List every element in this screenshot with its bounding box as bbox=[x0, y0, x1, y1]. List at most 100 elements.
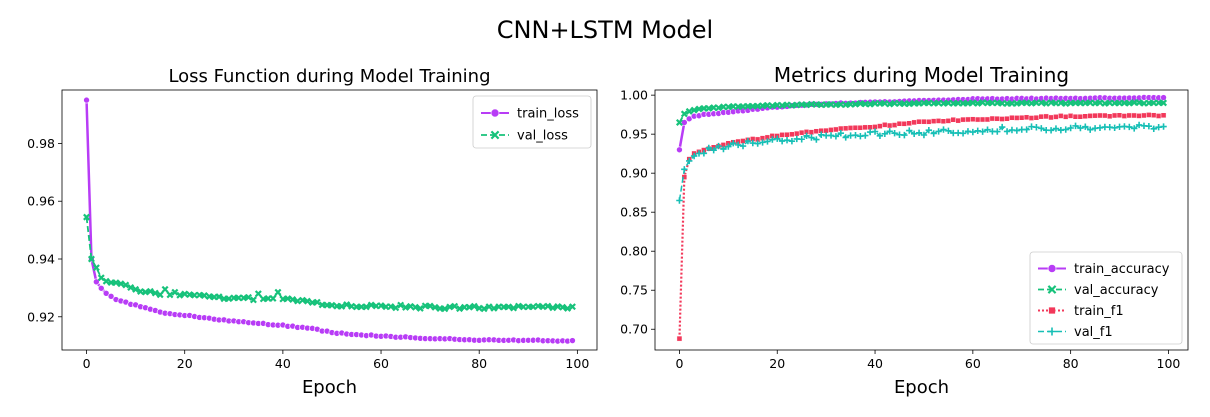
data-point bbox=[451, 302, 459, 310]
data-point bbox=[92, 264, 100, 272]
data-point bbox=[906, 127, 913, 134]
x-tick-label: 40 bbox=[275, 356, 291, 371]
data-point bbox=[1135, 121, 1143, 129]
data-point bbox=[549, 304, 557, 312]
data-point bbox=[886, 122, 893, 129]
data-point bbox=[935, 118, 942, 124]
data-point bbox=[1004, 115, 1010, 122]
data-point bbox=[768, 102, 776, 110]
data-point bbox=[882, 122, 888, 128]
data-point bbox=[862, 132, 869, 139]
data-point bbox=[675, 118, 683, 126]
data-point bbox=[833, 126, 839, 133]
data-point bbox=[842, 125, 849, 132]
data-point bbox=[377, 302, 385, 310]
data-point bbox=[798, 129, 805, 136]
data-point bbox=[784, 131, 790, 138]
data-point bbox=[681, 166, 688, 173]
data-point bbox=[564, 304, 572, 312]
data-point bbox=[877, 123, 883, 129]
data-point bbox=[828, 127, 834, 133]
data-point bbox=[724, 103, 732, 111]
data-point bbox=[303, 297, 311, 305]
legend-marker bbox=[1048, 306, 1056, 315]
data-point bbox=[789, 131, 795, 138]
data-point bbox=[200, 292, 208, 299]
data-point bbox=[676, 335, 683, 342]
legend: train_loss val_loss bbox=[472, 95, 592, 149]
x-tick-label: 100 bbox=[1157, 356, 1181, 371]
data-point bbox=[964, 99, 972, 107]
legend-label: train_accuracy bbox=[1074, 262, 1170, 277]
data-point bbox=[514, 302, 522, 310]
data-point bbox=[803, 132, 810, 140]
legend-marker bbox=[1047, 285, 1057, 294]
data-point bbox=[965, 116, 971, 123]
data-point bbox=[1145, 122, 1153, 130]
data-point bbox=[112, 279, 120, 287]
legend: train_accuracy val_accuracy train_f1 val_f1 bbox=[1029, 251, 1183, 345]
data-point bbox=[1043, 113, 1049, 120]
data-point bbox=[1013, 127, 1021, 134]
data-point bbox=[969, 128, 977, 136]
x-tick-label: 20 bbox=[177, 356, 193, 371]
data-point bbox=[328, 301, 336, 309]
data-point bbox=[1097, 112, 1103, 119]
data-point bbox=[730, 139, 737, 147]
data-point bbox=[881, 99, 889, 107]
data-point bbox=[137, 288, 145, 295]
data-point bbox=[156, 291, 164, 299]
legend-label: train_f1 bbox=[1074, 304, 1124, 319]
legend-label: val_accuracy bbox=[1074, 283, 1159, 298]
data-point bbox=[916, 118, 922, 125]
data-point bbox=[127, 284, 135, 292]
data-point bbox=[485, 303, 493, 311]
data-point bbox=[1062, 126, 1069, 133]
data-point bbox=[1047, 99, 1055, 107]
data-point bbox=[465, 303, 473, 311]
x-tick-label: 40 bbox=[867, 356, 883, 371]
data-point bbox=[529, 303, 537, 311]
data-point bbox=[1014, 115, 1020, 121]
data-point bbox=[906, 120, 913, 127]
data-point bbox=[1062, 100, 1070, 107]
data-point bbox=[881, 130, 889, 138]
data-point bbox=[940, 126, 947, 133]
legend-item-val_loss: val_loss bbox=[481, 129, 568, 144]
chart-title: Loss Function during Model Training bbox=[168, 66, 490, 87]
data-point bbox=[1136, 113, 1142, 119]
data-point bbox=[161, 285, 169, 293]
data-point bbox=[680, 110, 688, 118]
x-axis-label: Epoch bbox=[302, 377, 357, 398]
data-point bbox=[739, 142, 747, 150]
x-tick-label: 20 bbox=[769, 356, 785, 371]
data-point bbox=[911, 119, 917, 126]
y-tick-label: 0.80 bbox=[620, 244, 648, 259]
data-point bbox=[930, 118, 937, 124]
data-point bbox=[979, 128, 986, 135]
data-point bbox=[1106, 113, 1113, 120]
data-point bbox=[940, 118, 947, 125]
legend-box bbox=[1029, 251, 1183, 345]
data-point bbox=[852, 131, 859, 139]
data-point bbox=[778, 102, 786, 110]
data-point bbox=[446, 303, 454, 311]
data-point bbox=[1126, 112, 1133, 119]
data-point bbox=[490, 304, 498, 312]
data-point bbox=[416, 304, 424, 312]
data-point bbox=[166, 291, 174, 299]
data-point bbox=[1033, 114, 1040, 121]
data-point bbox=[475, 304, 483, 312]
legend-marker bbox=[1047, 264, 1057, 273]
data-point bbox=[122, 281, 130, 289]
y-tick-label: 0.85 bbox=[620, 205, 648, 220]
legend-item-val_accuracy: val_accuracy bbox=[1038, 283, 1159, 298]
data-point bbox=[480, 305, 488, 313]
data-point bbox=[1102, 112, 1108, 119]
data-point bbox=[827, 132, 835, 139]
data-point bbox=[1146, 112, 1152, 118]
data-point bbox=[959, 130, 967, 137]
x-tick-label: 0 bbox=[83, 356, 91, 371]
data-point bbox=[1160, 123, 1167, 130]
